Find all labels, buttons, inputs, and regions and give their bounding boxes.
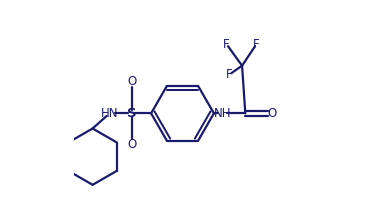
Text: O: O — [267, 107, 277, 120]
Text: HN: HN — [101, 107, 119, 120]
Text: F: F — [253, 37, 260, 51]
Text: O: O — [127, 75, 136, 89]
Text: F: F — [226, 68, 233, 81]
Text: O: O — [127, 138, 136, 151]
Text: S: S — [127, 107, 137, 120]
Text: F: F — [223, 37, 229, 51]
Text: NH: NH — [214, 107, 231, 120]
